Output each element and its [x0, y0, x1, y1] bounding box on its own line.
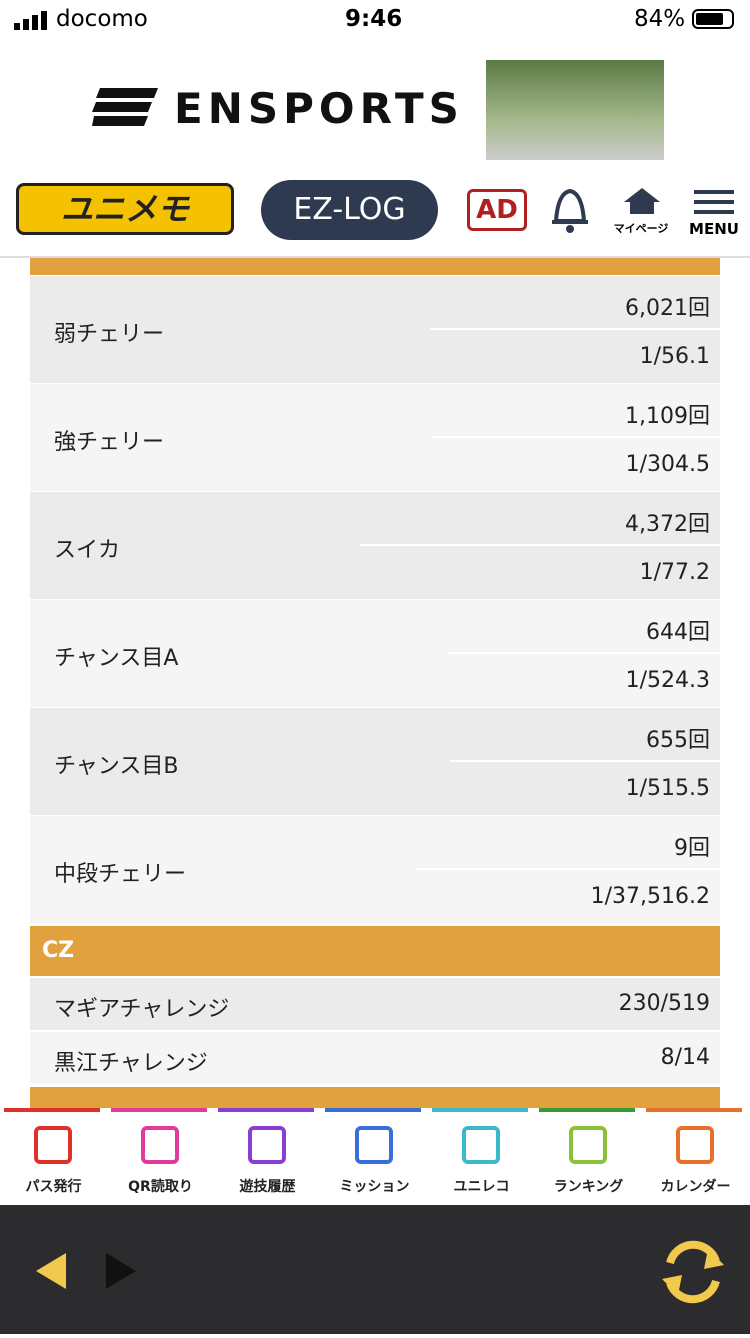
row-divider — [360, 544, 720, 546]
row-value: 230/519 — [618, 991, 710, 1016]
table-row: マギアチャレンジ 230/519 — [30, 978, 720, 1030]
row-rate: 1/304.5 — [625, 452, 710, 477]
ad-button[interactable]: AD — [467, 189, 527, 231]
nav-strip — [432, 1108, 528, 1112]
header-shadow — [0, 256, 750, 258]
nav-label: ユニレコ — [453, 1179, 510, 1195]
nav-icon — [141, 1126, 179, 1164]
row-count: 655回 — [646, 728, 710, 753]
row-count: 1,109回 — [625, 404, 710, 429]
nav-item[interactable]: パス発行 — [0, 1112, 107, 1205]
ez-log-button[interactable]: EZ-LOG — [261, 180, 438, 240]
nav-item[interactable]: QR読取り — [107, 1112, 214, 1205]
nav-label: カレンダー — [660, 1179, 731, 1195]
nav-label: QR読取り — [128, 1179, 193, 1195]
home-icon[interactable] — [622, 186, 662, 220]
nav-label: 遊技履歴 — [239, 1179, 296, 1195]
row-count: 9回 — [674, 836, 710, 861]
menu-icon[interactable] — [694, 190, 734, 218]
nav-strip — [4, 1108, 100, 1112]
table-row: チャンス目B 655回 1/515.5 — [30, 708, 720, 815]
nav-strip — [646, 1108, 742, 1112]
battery-text: 84% — [634, 6, 686, 32]
row-count: 4,372回 — [625, 512, 710, 537]
row-label: チャンス目A — [54, 646, 179, 671]
nav-item[interactable]: 遊技履歴 — [214, 1112, 321, 1205]
row-rate: 1/77.2 — [639, 560, 710, 585]
table-row: チャンス目A 644回 1/524.3 — [30, 600, 720, 707]
row-label: スイカ — [54, 538, 121, 563]
row-label: 強チェリー — [54, 430, 165, 455]
logo[interactable]: ユニメモ — [16, 183, 234, 235]
section-header: CZ — [30, 926, 720, 976]
row-rate: 1/524.3 — [625, 668, 710, 693]
nav-label: ランキング — [553, 1179, 624, 1195]
brand-icon — [92, 88, 158, 126]
row-divider — [430, 328, 720, 330]
nav-icon — [462, 1126, 500, 1164]
battery-icon — [692, 9, 734, 29]
nav-item[interactable]: ユニレコ — [428, 1112, 535, 1205]
table-row: 弱チェリー 6,021回 1/56.1 — [30, 276, 720, 383]
time: 9:46 — [345, 6, 403, 32]
nav-icon — [355, 1126, 393, 1164]
row-label: 中段チェリー — [54, 862, 187, 887]
row-divider — [432, 436, 720, 438]
row-rate: 1/56.1 — [639, 344, 710, 369]
table-row: スイカ 4,372回 1/77.2 — [30, 492, 720, 599]
section-header-cut — [30, 1087, 720, 1108]
nav-icon — [676, 1126, 714, 1164]
table-row: 中段チェリー 9回 1/37,516.2 — [30, 816, 720, 923]
row-label: チャンス目B — [54, 754, 179, 779]
row-label: マギアチャレンジ — [54, 997, 230, 1022]
table-row: 強チェリー 1,109回 1/304.5 — [30, 384, 720, 491]
row-count: 6,021回 — [625, 296, 710, 321]
menu-label[interactable]: MENU — [689, 220, 739, 238]
nav-strip — [218, 1108, 314, 1112]
row-value: 8/14 — [660, 1045, 710, 1070]
ad-image[interactable] — [486, 60, 664, 160]
browser-toolbar — [0, 1205, 750, 1334]
row-rate: 1/37,516.2 — [590, 884, 710, 909]
bottom-nav: パス発行 QR読取り 遊技履歴 ミッション ユニレコ ランキング カレンダー — [0, 1108, 750, 1205]
nav-strip — [111, 1108, 207, 1112]
carrier: docomo — [56, 6, 148, 32]
nav-strip — [325, 1108, 421, 1112]
nav-item[interactable]: カレンダー — [642, 1112, 749, 1205]
nav-strip — [539, 1108, 635, 1112]
nav-label: ミッション — [339, 1179, 410, 1195]
nav-icon — [248, 1126, 286, 1164]
table-row: 黒江チャレンジ 8/14 — [30, 1032, 720, 1084]
nav-item[interactable]: ミッション — [321, 1112, 428, 1205]
nav-icon — [569, 1126, 607, 1164]
row-count: 644回 — [646, 620, 710, 645]
reload-button[interactable] — [662, 1240, 724, 1304]
row-label: 弱チェリー — [54, 322, 165, 347]
nav-icon — [34, 1126, 72, 1164]
row-divider — [416, 868, 720, 870]
section-header-cut — [30, 258, 720, 275]
row-rate: 1/515.5 — [625, 776, 710, 801]
back-button[interactable] — [36, 1253, 66, 1289]
mypage-label[interactable]: マイページ — [613, 222, 669, 235]
signal-icon — [14, 10, 50, 30]
nav-item[interactable]: ランキング — [535, 1112, 642, 1205]
bell-icon[interactable] — [548, 185, 592, 239]
nav-label: パス発行 — [25, 1179, 82, 1195]
ad-brand[interactable]: ENSPORTS — [174, 84, 464, 133]
row-label: 黒江チャレンジ — [54, 1051, 208, 1076]
forward-button[interactable] — [106, 1253, 136, 1289]
row-divider — [450, 760, 720, 762]
row-divider — [448, 652, 720, 654]
